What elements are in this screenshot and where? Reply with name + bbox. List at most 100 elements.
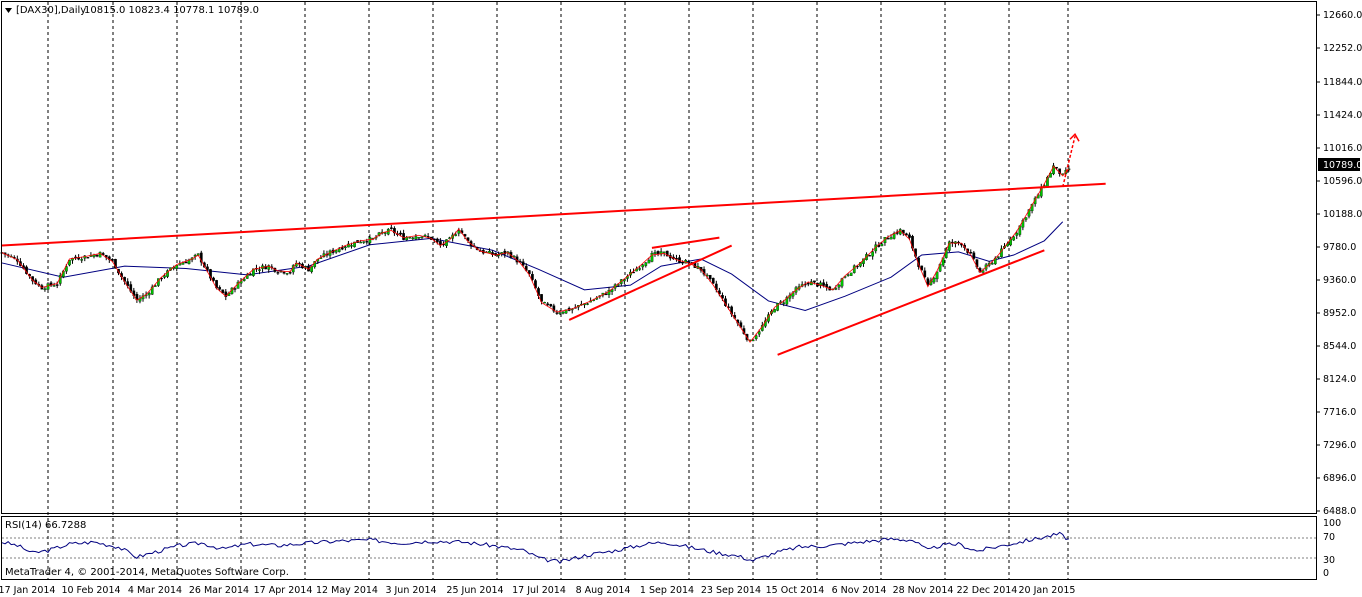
x-tick-label: 23 Sep 2014 bbox=[701, 585, 761, 596]
candle-body bbox=[359, 241, 363, 244]
candle-body bbox=[972, 252, 976, 259]
candle-body bbox=[561, 311, 565, 314]
candle-body bbox=[1024, 217, 1028, 220]
y-tick-label: 11016.0 bbox=[1323, 143, 1362, 154]
trend-line-upper-resistance[interactable] bbox=[1, 182, 1106, 247]
candle-body bbox=[423, 235, 427, 237]
rsi-axis-labels: 100 70 30 0 bbox=[1323, 518, 1341, 579]
candle-body bbox=[163, 275, 166, 278]
candle-body bbox=[209, 269, 212, 279]
y-tick-label: 6896.0 bbox=[1323, 473, 1356, 484]
candle-body bbox=[653, 252, 657, 254]
projection-arrow bbox=[1062, 133, 1080, 188]
candle-body bbox=[224, 291, 228, 297]
x-tick-label: 17 Jan 2014 bbox=[0, 585, 55, 596]
candle-body bbox=[852, 265, 856, 273]
candle-body bbox=[86, 257, 90, 259]
candle-body bbox=[334, 250, 338, 253]
candle-body bbox=[65, 266, 68, 272]
copyright-text: MetaTrader 4, © 2001-2014, MetaQuotes So… bbox=[5, 567, 289, 578]
candle-body bbox=[1052, 165, 1055, 175]
symbol-label: [DAX30],Daily bbox=[16, 5, 86, 16]
candle-body bbox=[837, 284, 841, 288]
projection-arrow-head bbox=[1069, 133, 1080, 142]
projection-arrow-shaft bbox=[1062, 136, 1076, 188]
y-tick-label: 10596.0 bbox=[1323, 176, 1362, 187]
candle-body bbox=[68, 259, 71, 266]
candle-body bbox=[564, 309, 568, 314]
candle-body bbox=[886, 238, 890, 240]
candle-body bbox=[95, 255, 99, 257]
candle-body bbox=[675, 258, 678, 260]
candle-body bbox=[665, 250, 669, 257]
candle-body bbox=[399, 232, 402, 235]
main-pane-frame bbox=[1, 1, 1317, 514]
trend-line-sep-upper-channel[interactable] bbox=[651, 236, 720, 249]
candle-body bbox=[365, 241, 369, 243]
candle-body bbox=[785, 297, 789, 305]
rsi-tick-label: 0 bbox=[1323, 568, 1329, 579]
current-price-tag: 10789.0 bbox=[1318, 158, 1362, 171]
trend-line-aug-lower-support[interactable] bbox=[568, 244, 733, 321]
candle-body bbox=[218, 287, 222, 290]
x-tick-label: 28 Nov 2014 bbox=[893, 585, 954, 596]
rsi-label: RSI(14) 66.7288 bbox=[5, 520, 86, 531]
x-tick-label: 10 Feb 2014 bbox=[61, 585, 120, 596]
candle-body bbox=[153, 285, 157, 287]
candles-layer bbox=[0, 162, 1071, 342]
candle-body bbox=[521, 261, 525, 266]
candle-body bbox=[276, 272, 280, 274]
price-axis-ticks bbox=[1316, 14, 1320, 512]
candle-body bbox=[258, 269, 261, 271]
candle-body bbox=[527, 270, 531, 275]
x-tick-label: 17 Apr 2014 bbox=[254, 585, 313, 596]
triangle-down-icon[interactable] bbox=[5, 8, 12, 13]
zigzag-line bbox=[1, 165, 1070, 343]
y-tick-label: 11844.0 bbox=[1323, 77, 1362, 88]
candle-body bbox=[647, 259, 651, 264]
candle-body bbox=[782, 302, 786, 304]
trend-line-oct-lower-support[interactable] bbox=[777, 249, 1045, 356]
candle-body bbox=[641, 264, 645, 268]
candle-body bbox=[405, 237, 409, 241]
y-tick-label: 7716.0 bbox=[1323, 407, 1356, 418]
vertical-grid bbox=[47, 2, 1069, 580]
x-tick-label: 6 Nov 2014 bbox=[832, 585, 887, 596]
candle-body bbox=[586, 303, 589, 305]
candle-body bbox=[417, 237, 421, 239]
rsi-pane-frame bbox=[1, 516, 1317, 580]
candle-body bbox=[540, 294, 543, 302]
candle-body bbox=[454, 234, 458, 236]
y-tick-label: 7296.0 bbox=[1323, 440, 1356, 451]
candle-body bbox=[350, 245, 353, 247]
candle-body bbox=[889, 237, 893, 240]
candle-body bbox=[846, 274, 850, 276]
candle-body bbox=[754, 335, 758, 340]
trend-lines-layer bbox=[1, 182, 1106, 356]
candle-body bbox=[908, 234, 911, 238]
candle-body bbox=[80, 259, 84, 261]
candle-body bbox=[757, 331, 761, 335]
y-tick-label: 12660.0 bbox=[1323, 10, 1362, 21]
candle-body bbox=[1012, 236, 1016, 241]
y-tick-label: 6488.0 bbox=[1323, 506, 1356, 517]
x-tick-label: 15 Oct 2014 bbox=[766, 585, 825, 596]
candle-body bbox=[604, 293, 608, 295]
rsi-tick-label: 70 bbox=[1323, 532, 1335, 543]
candle-body bbox=[242, 278, 246, 281]
candle-body bbox=[46, 283, 50, 290]
candle-body bbox=[751, 339, 755, 342]
x-tick-label: 20 Jan 2015 bbox=[1019, 585, 1076, 596]
candle-body bbox=[206, 266, 209, 270]
y-axis-labels: 12660.0 12252.0 11844.0 11424.0 11016.0 10596… bbox=[1323, 10, 1362, 517]
y-tick-label: 10188.0 bbox=[1323, 209, 1362, 220]
rsi-indicator bbox=[1, 531, 1316, 564]
candle-body bbox=[393, 228, 396, 234]
candle-body bbox=[184, 261, 188, 264]
candle-body bbox=[457, 230, 461, 234]
candle-body bbox=[880, 243, 884, 247]
candle-body bbox=[98, 251, 102, 258]
candle-body bbox=[638, 268, 642, 270]
x-tick-label: 25 Jun 2014 bbox=[446, 585, 503, 596]
